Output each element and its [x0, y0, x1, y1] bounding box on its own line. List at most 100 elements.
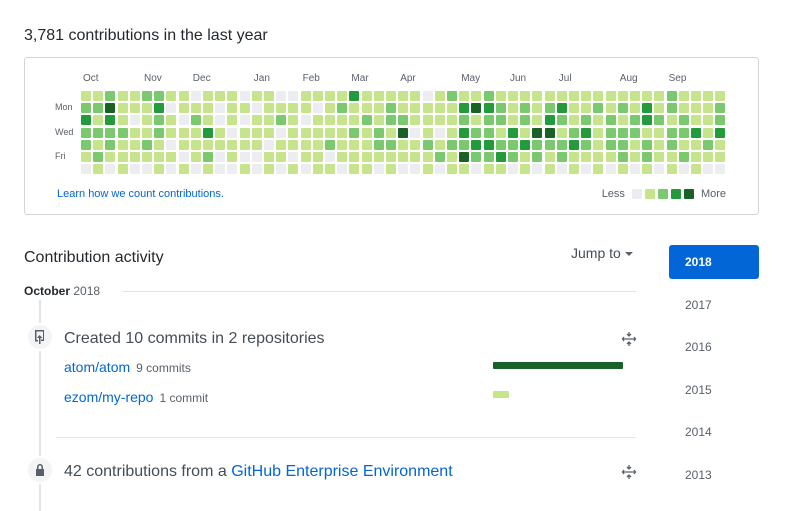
contribution-day-cell[interactable] [691, 164, 701, 175]
contribution-day-cell[interactable] [495, 91, 506, 101]
contribution-day-cell[interactable] [373, 115, 384, 126]
contribution-day-cell[interactable] [349, 164, 360, 175]
contribution-day-cell[interactable] [593, 139, 604, 150]
contribution-day-cell[interactable] [227, 152, 238, 162]
contribution-day-cell[interactable] [715, 152, 726, 162]
contribution-day-cell[interactable] [520, 164, 531, 175]
contribution-day-cell[interactable] [434, 115, 445, 126]
contribution-day-cell[interactable] [203, 115, 213, 126]
contribution-day-cell[interactable] [373, 127, 384, 138]
contribution-day-cell[interactable] [386, 115, 396, 126]
contribution-day-cell[interactable] [581, 152, 592, 162]
contribution-day-cell[interactable] [154, 115, 165, 126]
contribution-day-cell[interactable] [276, 115, 287, 126]
contribution-day-cell[interactable] [691, 103, 701, 114]
contribution-day-cell[interactable] [447, 91, 457, 101]
contribution-day-cell[interactable] [142, 91, 152, 101]
contribution-day-cell[interactable] [630, 139, 640, 150]
contribution-day-cell[interactable] [386, 164, 396, 175]
contribution-day-cell[interactable] [495, 152, 506, 162]
contribution-day-cell[interactable] [715, 115, 726, 126]
contribution-day-cell[interactable] [325, 91, 335, 101]
contribution-day-cell[interactable] [215, 127, 226, 138]
contribution-day-cell[interactable] [483, 164, 494, 175]
contribution-day-cell[interactable] [447, 164, 457, 175]
contribution-day-cell[interactable] [166, 103, 177, 114]
jump-to-dropdown[interactable]: Jump to [571, 245, 633, 261]
contribution-day-cell[interactable] [215, 164, 226, 175]
contribution-day-cell[interactable] [227, 91, 238, 101]
contribution-day-cell[interactable] [203, 164, 213, 175]
contribution-day-cell[interactable] [251, 139, 262, 150]
contribution-day-cell[interactable] [349, 127, 360, 138]
contribution-day-cell[interactable] [203, 103, 213, 114]
contribution-day-cell[interactable] [605, 152, 616, 162]
contribution-day-cell[interactable] [142, 103, 152, 114]
contribution-day-cell[interactable] [617, 139, 628, 150]
contribution-day-cell[interactable] [532, 127, 543, 138]
contribution-day-cell[interactable] [129, 164, 140, 175]
contribution-day-cell[interactable] [410, 103, 421, 114]
contribution-day-cell[interactable] [239, 164, 250, 175]
contribution-day-cell[interactable] [325, 152, 335, 162]
contribution-day-cell[interactable] [300, 127, 311, 138]
contribution-day-cell[interactable] [215, 103, 226, 114]
contribution-day-cell[interactable] [654, 139, 665, 150]
contribution-day-cell[interactable] [556, 164, 567, 175]
contribution-day-cell[interactable] [105, 115, 116, 126]
contribution-day-cell[interactable] [508, 139, 518, 150]
contribution-day-cell[interactable] [508, 103, 518, 114]
contribution-day-cell[interactable] [93, 127, 104, 138]
contribution-day-cell[interactable] [678, 91, 689, 101]
contribution-day-cell[interactable] [154, 139, 165, 150]
year-link-2014[interactable]: 2014 [685, 425, 712, 439]
contribution-day-cell[interactable] [434, 91, 445, 101]
contribution-day-cell[interactable] [422, 91, 433, 101]
contribution-day-cell[interactable] [483, 127, 494, 138]
contribution-day-cell[interactable] [422, 139, 433, 150]
contribution-day-cell[interactable] [178, 91, 189, 101]
contribution-day-cell[interactable] [569, 127, 579, 138]
contribution-day-cell[interactable] [459, 152, 470, 162]
contribution-day-cell[interactable] [678, 152, 689, 162]
contribution-day-cell[interactable] [227, 139, 238, 150]
contribution-day-cell[interactable] [227, 164, 238, 175]
contribution-day-cell[interactable] [654, 91, 665, 101]
contribution-day-cell[interactable] [93, 152, 104, 162]
contribution-day-cell[interactable] [544, 139, 555, 150]
contribution-day-cell[interactable] [520, 152, 531, 162]
contribution-day-cell[interactable] [312, 115, 323, 126]
contribution-day-cell[interactable] [190, 152, 201, 162]
contribution-day-cell[interactable] [556, 91, 567, 101]
contribution-day-cell[interactable] [349, 103, 360, 114]
contribution-day-cell[interactable] [508, 164, 518, 175]
contribution-day-cell[interactable] [349, 91, 360, 101]
contribution-day-cell[interactable] [654, 164, 665, 175]
contribution-day-cell[interactable] [666, 91, 677, 101]
contribution-day-cell[interactable] [593, 164, 604, 175]
contribution-day-cell[interactable] [300, 139, 311, 150]
contribution-day-cell[interactable] [459, 164, 470, 175]
contribution-day-cell[interactable] [520, 139, 531, 150]
contribution-day-cell[interactable] [630, 127, 640, 138]
contribution-day-cell[interactable] [520, 103, 531, 114]
contribution-day-cell[interactable] [605, 164, 616, 175]
contribution-day-cell[interactable] [117, 91, 128, 101]
contribution-day-cell[interactable] [215, 139, 226, 150]
contribution-day-cell[interactable] [447, 103, 457, 114]
contribution-day-cell[interactable] [422, 115, 433, 126]
contribution-day-cell[interactable] [617, 91, 628, 101]
contribution-day-cell[interactable] [190, 103, 201, 114]
contribution-day-cell[interactable] [471, 164, 482, 175]
contribution-day-cell[interactable] [203, 127, 213, 138]
contribution-day-cell[interactable] [190, 164, 201, 175]
contribution-day-cell[interactable] [264, 152, 274, 162]
contribution-day-cell[interactable] [276, 164, 287, 175]
contribution-day-cell[interactable] [605, 103, 616, 114]
contribution-day-cell[interactable] [251, 152, 262, 162]
contribution-day-cell[interactable] [264, 91, 274, 101]
contribution-day-cell[interactable] [105, 152, 116, 162]
contribution-day-cell[interactable] [300, 152, 311, 162]
contribution-day-cell[interactable] [154, 91, 165, 101]
contribution-day-cell[interactable] [398, 152, 409, 162]
